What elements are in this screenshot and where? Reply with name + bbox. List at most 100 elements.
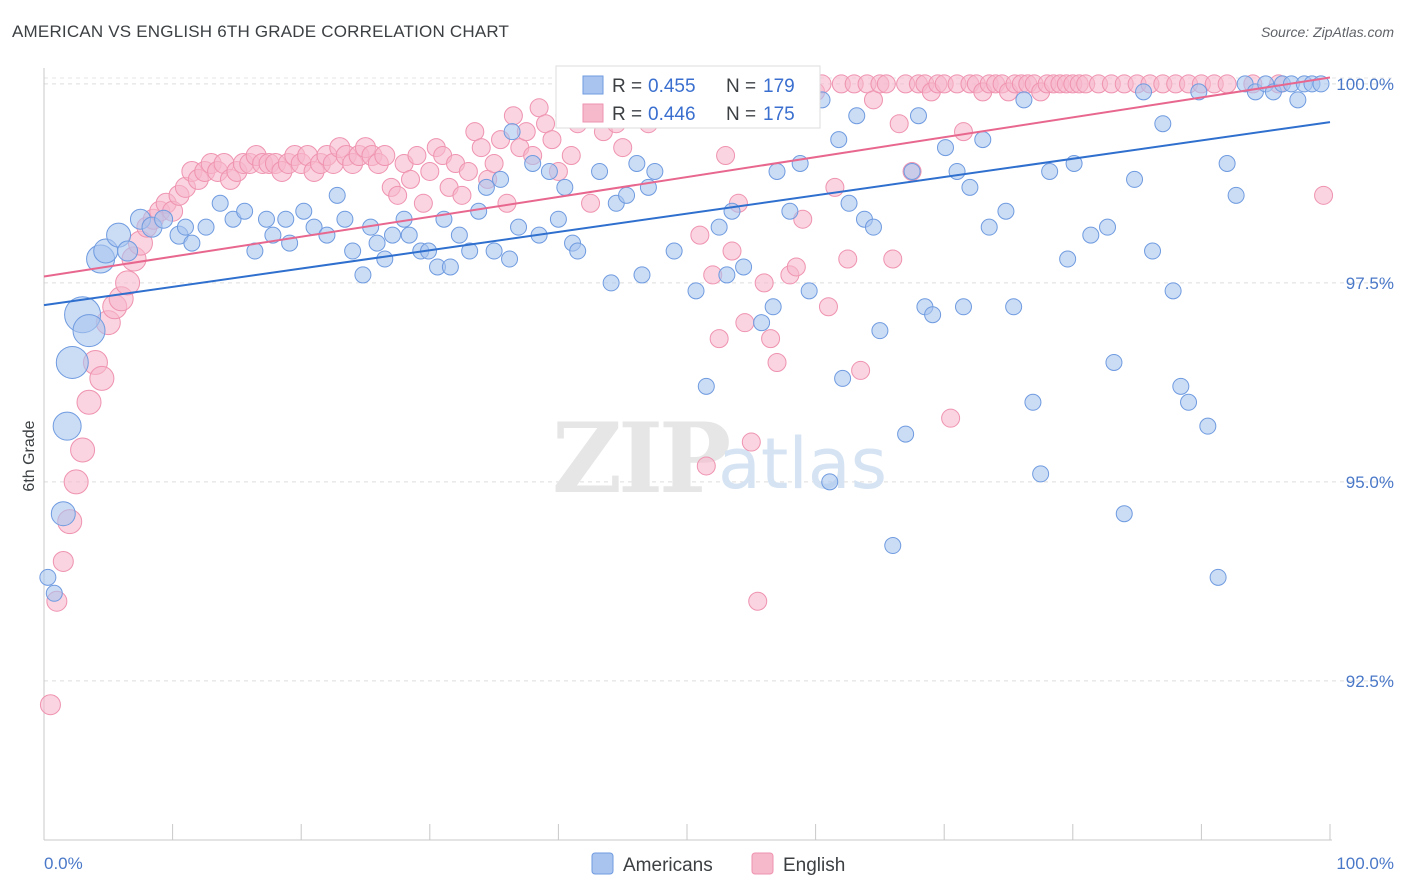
americans-point [1126,170,1144,188]
americans-point [45,584,63,602]
americans-point [718,266,736,284]
english-point [754,273,774,293]
americans-point [236,202,254,220]
y-tick-label: 97.5% [1346,274,1394,293]
english-series [39,74,1334,716]
americans-point [376,250,394,268]
americans-point [1199,417,1217,435]
americans-point [524,155,542,173]
americans-point [540,162,558,180]
americans-point [154,209,174,229]
watermark: ZIP atlas [552,402,887,515]
americans-point [1190,83,1208,101]
english-point [52,550,74,572]
americans-point [344,242,362,260]
americans-point [224,210,242,228]
english-point [735,313,755,333]
americans-point [211,194,229,212]
english-point [722,241,742,261]
americans-point [884,537,902,555]
americans-point [441,258,459,276]
americans-point [55,345,89,379]
americans-point [318,226,336,244]
y-tick-label: 92.5% [1346,672,1394,691]
americans-point [1115,505,1133,523]
americans-point [176,218,194,236]
english-point [696,456,716,476]
americans-point [1209,568,1227,586]
americans-point [264,226,282,244]
english-point [863,90,883,110]
americans-point [328,186,346,204]
english-point [690,225,710,245]
english-r-label: R = [612,104,642,125]
americans-point [1015,91,1033,109]
americans-point [384,226,402,244]
americans-point [1135,83,1153,101]
americans-point [485,242,503,260]
americans-point [1144,242,1162,260]
americans-point [961,178,979,196]
americans-point [618,186,636,204]
americans-point [665,242,683,260]
americans-point [646,162,664,180]
americans-point [830,131,848,149]
americans-point [117,240,139,262]
english-point [561,146,581,166]
english-point [458,161,478,181]
americans-point [834,369,852,387]
americans-point [50,501,76,527]
americans-point [556,178,574,196]
americans-point [1059,250,1077,268]
english-point [465,122,485,142]
english-point [716,146,736,166]
english-point [529,98,549,118]
americans-point [897,425,915,443]
americans-point [1005,298,1023,316]
americans-point [1105,353,1123,371]
english-point [70,437,96,463]
stats-legend: R = 0.455 N = 179 R = 0.446 N = 175 [555,65,821,129]
americans-point [1218,155,1236,173]
english-point [39,694,61,716]
americans-point [753,314,771,332]
english-point [407,146,427,166]
english-point [883,249,903,269]
americans-point [980,218,998,236]
americans-point [924,306,942,324]
americans-point [1099,218,1117,236]
americans-point [909,107,927,125]
english-point [1314,185,1334,205]
english-legend-label: English [783,855,845,876]
bottom-legend: Americans English [591,852,845,876]
americans-point [461,242,479,260]
english-point [374,145,396,167]
americans-point [1180,393,1198,411]
english-n-label: N = [726,104,756,125]
americans-point [848,107,866,125]
americans-point [591,162,609,180]
english-point [748,591,768,611]
americans-point [197,218,215,236]
english-point [89,365,115,391]
americans-point [997,202,1015,220]
americans-point [864,218,882,236]
americans-point [354,266,372,284]
americans-point [295,202,313,220]
americans-point [1082,226,1100,244]
americans-point [821,473,839,491]
americans-point [781,202,799,220]
english-legend-swatch [751,852,774,875]
americans-point [768,162,786,180]
americans-point [1172,377,1190,395]
americans-point [1041,162,1059,180]
americans-point [1154,115,1172,133]
americans-point [1227,186,1245,204]
x-tick-label-max: 100.0% [1336,854,1394,873]
y-tick-label: 95.0% [1346,473,1394,492]
americans-point [492,170,510,188]
y-tick-labels: 92.5% 95.0% 97.5% 100.0% [1336,75,1394,691]
english-point [889,114,909,134]
english-point [786,257,806,277]
americans-point [368,234,386,252]
